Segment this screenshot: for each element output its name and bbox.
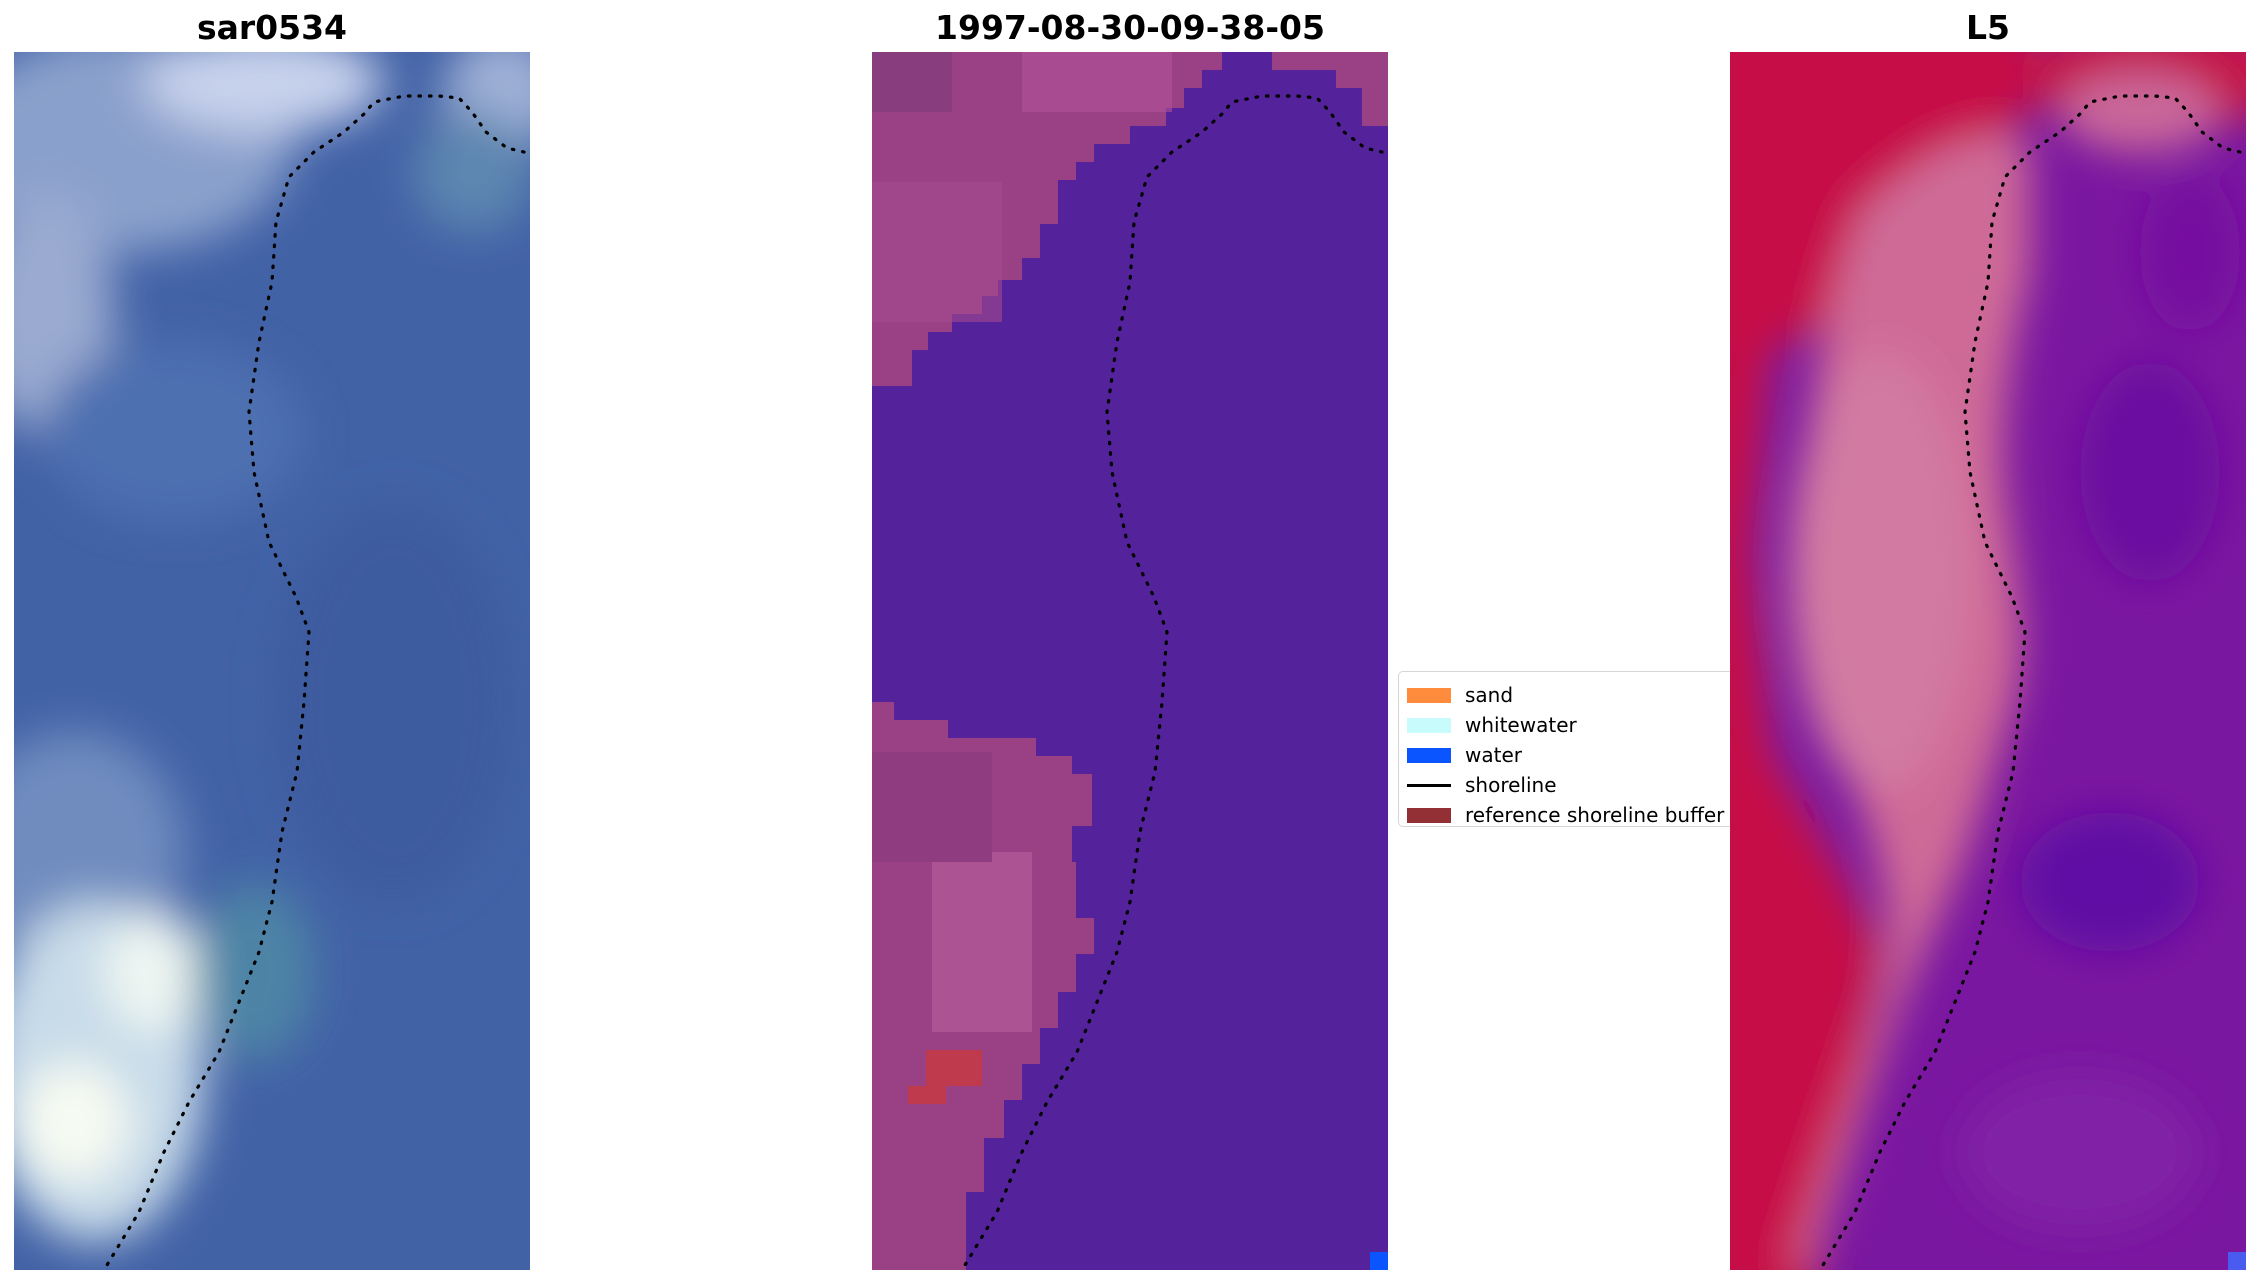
water-pixel — [2228, 1252, 2246, 1270]
shoreline-path — [960, 94, 1384, 1270]
legend-line-shoreline — [1407, 783, 1451, 787]
classified-image-panel — [872, 52, 1388, 1270]
reference-buffer-patch — [908, 1050, 982, 1104]
legend-item-whitewater: whitewater — [1407, 710, 1737, 740]
legend-swatch-whitewater — [1407, 717, 1451, 733]
legend-label: water — [1465, 743, 1522, 767]
shoreline-path — [1818, 94, 2242, 1270]
panel-title-rgb: sar0534 — [196, 8, 348, 47]
index-image-panel — [1730, 52, 2246, 1270]
legend-swatch-reference-buffer — [1407, 807, 1451, 823]
legend-swatch-sand — [1407, 687, 1451, 703]
rgb-image — [14, 52, 530, 1270]
shoreline-path — [102, 94, 526, 1270]
index-image — [1730, 52, 2246, 1270]
legend-swatch-water — [1407, 747, 1451, 763]
legend-label: reference shoreline buffer — [1465, 803, 1725, 827]
legend-item-reference-buffer: reference shoreline buffer — [1407, 800, 1737, 830]
land-region-corner — [1242, 52, 1388, 126]
legend: sand whitewater water shoreline referenc… — [1398, 671, 1738, 827]
legend-item-shoreline: shoreline — [1407, 770, 1737, 800]
legend-label: whitewater — [1465, 713, 1577, 737]
panel-title-classified: 1997-08-30-09-38-05 — [935, 8, 1325, 47]
legend-item-sand: sand — [1407, 680, 1737, 710]
water-pixel — [1370, 1252, 1388, 1270]
legend-item-water: water — [1407, 740, 1737, 770]
rgb-image-panel — [14, 52, 530, 1270]
legend-label: sand — [1465, 683, 1514, 707]
classified-image — [872, 52, 1388, 1270]
panel-title-index: L5 — [1966, 8, 2010, 47]
legend-label: shoreline — [1465, 773, 1557, 797]
